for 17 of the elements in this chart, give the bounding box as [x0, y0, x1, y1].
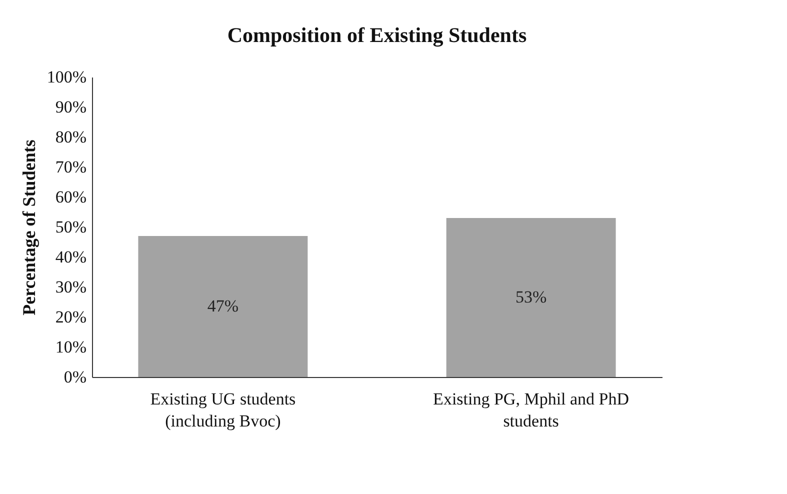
y-tick-label: 90% — [55, 98, 86, 116]
y-tick-label: 20% — [55, 308, 86, 326]
chart-title: Composition of Existing Students — [227, 23, 527, 47]
x-tick-label: Existing UG students (including Bvoc) — [150, 390, 296, 430]
y-tick-label: 10% — [55, 338, 86, 356]
y-tick-label: 80% — [55, 128, 86, 146]
y-tick-label: 100% — [46, 68, 86, 86]
y-tick-label: 60% — [55, 188, 86, 206]
data-label: 53% — [515, 288, 547, 306]
y-tick-label: 0% — [64, 368, 86, 386]
y-tick-label: 70% — [55, 158, 86, 176]
x-tick-label: Existing PG, Mphil and PhD students — [433, 390, 630, 430]
data-label: 47% — [207, 296, 239, 316]
y-tick-label: 50% — [55, 218, 86, 236]
y-tick-label: 30% — [55, 278, 86, 296]
y-tick-label: 40% — [55, 248, 86, 266]
y-axis-title: Percentage of Students — [18, 140, 39, 316]
